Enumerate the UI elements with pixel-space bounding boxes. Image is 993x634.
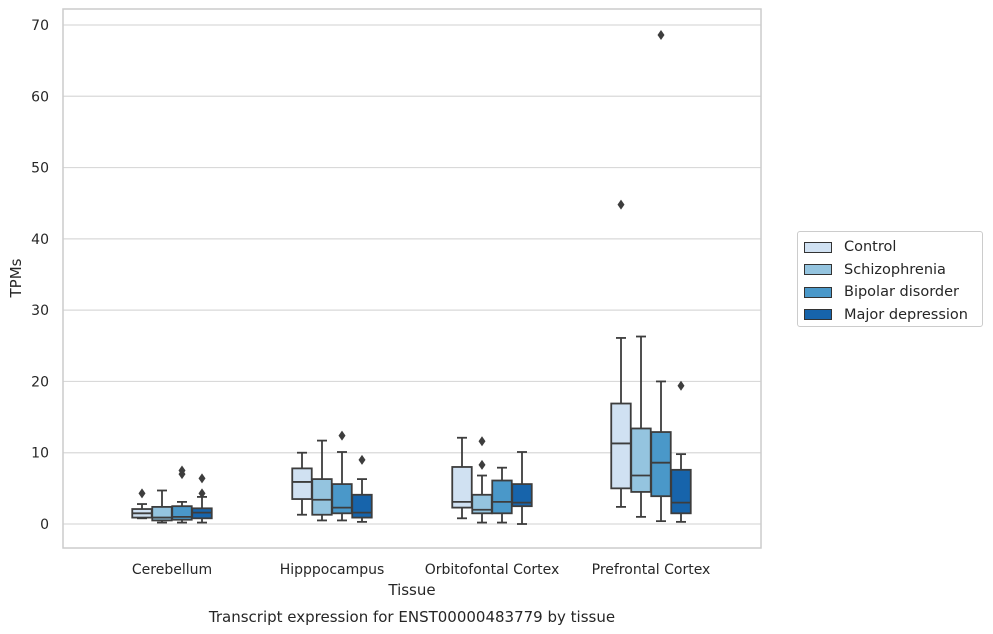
x-tick-label-1: Hipppocampus <box>280 562 385 578</box>
outlier-point <box>478 459 486 470</box>
box-body <box>630 427 652 493</box>
box-3-2 <box>650 29 672 523</box>
x-tick-label-3: Prefrontal Cortex <box>592 562 711 578</box>
grid-lines <box>63 24 761 525</box>
legend-item-bipolar-disorder[interactable]: Bipolar disorder <box>804 281 982 304</box>
box-plots <box>131 29 692 525</box>
legend-item-major-depression[interactable]: Major depression <box>804 304 982 327</box>
outlier-point <box>198 473 206 484</box>
x-axis-label: Tissue <box>387 581 435 599</box>
legend-swatch-schizophrenia <box>804 264 832 276</box>
outlier-point <box>178 465 186 476</box>
legend-label-bipolar-disorder: Bipolar disorder <box>844 284 959 301</box>
legend: Control Schizophrenia Bipolar disorder M… <box>797 231 983 327</box>
box-body <box>351 493 373 519</box>
legend-item-control[interactable]: Control <box>804 236 982 259</box>
box-body <box>451 466 473 509</box>
legend-swatch-control <box>804 241 832 253</box>
box-body <box>610 402 632 490</box>
box-0-3 <box>191 473 213 524</box>
legend-swatch-bipolar-disorder <box>804 286 832 298</box>
box-body <box>291 467 313 500</box>
legend-swatch-major-depression <box>804 309 832 321</box>
legend-item-schizophrenia[interactable]: Schizophrenia <box>804 259 982 282</box>
x-tick-label-2: Orbitofontal Cortex <box>425 562 560 578</box>
x-tick-label-0: Cerebellum <box>132 562 212 578</box>
box-body <box>511 483 533 508</box>
y-tick-labels: 0 10 20 30 40 50 60 70 <box>31 18 49 533</box>
box-0-2 <box>171 465 193 524</box>
y-tick-label-50: 50 <box>31 161 49 177</box>
plot-area-frame <box>62 8 762 549</box>
outlier-point <box>478 436 486 447</box>
outlier-point <box>138 488 146 499</box>
box-2-1 <box>471 436 493 524</box>
y-tick-label-0: 0 <box>40 517 49 533</box>
chart-title: Transcript expression for ENST0000048377… <box>208 608 615 626</box>
y-tick-label-20: 20 <box>31 374 49 390</box>
y-tick-label-40: 40 <box>31 232 49 248</box>
box-0-1 <box>151 489 173 524</box>
outlier-point <box>677 380 685 391</box>
y-tick-label-10: 10 <box>31 446 49 462</box>
box-3-3 <box>670 380 692 523</box>
outlier-point <box>338 430 346 441</box>
box-body <box>491 479 513 515</box>
x-tick-labels: Cerebellum Hipppocampus Orbitofontal Corte… <box>132 562 710 578</box>
box-body <box>331 483 353 515</box>
y-tick-label-70: 70 <box>31 18 49 34</box>
box-3-0 <box>610 199 632 508</box>
legend-label-major-depression: Major depression <box>844 306 968 323</box>
box-1-0 <box>291 451 313 516</box>
outlier-point <box>358 454 366 465</box>
box-1-1 <box>311 439 333 522</box>
box-3-1 <box>630 335 652 518</box>
outlier-point <box>617 199 625 210</box>
box-body <box>311 478 333 516</box>
outlier-point <box>657 29 665 40</box>
legend-label-schizophrenia: Schizophrenia <box>844 261 946 278</box>
y-axis-label: TPMs <box>7 258 25 298</box>
legend-label-control: Control <box>844 239 897 256</box>
box-2-2 <box>491 466 513 524</box>
box-2-0 <box>451 436 473 520</box>
y-tick-label-60: 60 <box>31 89 49 105</box>
y-tick-label-30: 30 <box>31 303 49 319</box>
box-2-3 <box>511 451 533 525</box>
box-1-2 <box>331 430 353 522</box>
outlier-point <box>198 488 206 499</box>
box-body <box>670 468 692 515</box>
box-0-0 <box>131 488 153 520</box>
box-1-3 <box>351 454 373 523</box>
box-body <box>650 431 672 498</box>
